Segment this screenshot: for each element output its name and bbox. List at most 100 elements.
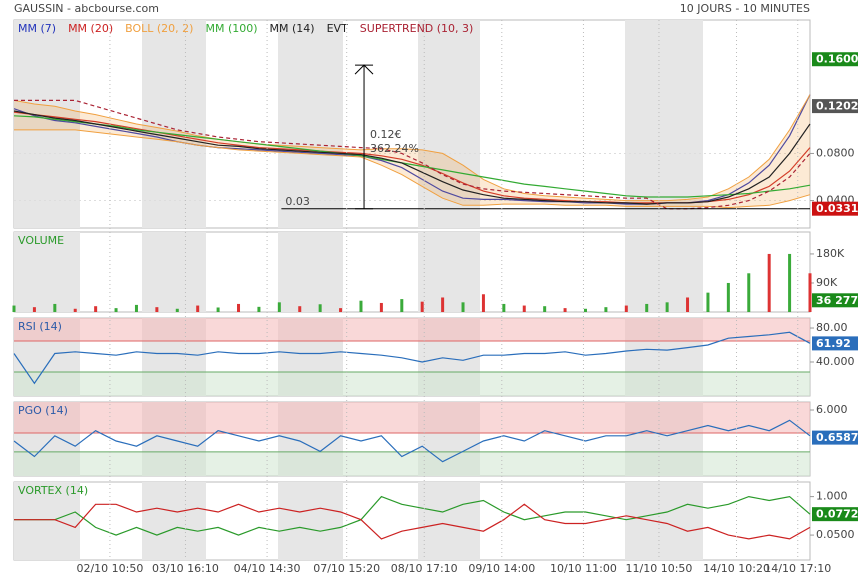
volume-bar xyxy=(420,301,424,312)
volume-bar xyxy=(788,253,792,312)
volume-bar xyxy=(767,253,771,312)
panel-title: PGO (14) xyxy=(18,404,68,417)
series-line xyxy=(14,503,811,540)
volume-bar xyxy=(400,299,404,312)
volume-bar xyxy=(502,303,506,312)
day-band xyxy=(14,232,80,312)
day-band xyxy=(625,232,703,312)
volume-bar xyxy=(665,302,669,312)
y-tick-label: 1.000 xyxy=(816,490,848,503)
day-band xyxy=(142,482,206,560)
volume-bar xyxy=(379,302,383,312)
volume-bar xyxy=(706,292,710,312)
value-marker-label: 0.0331 xyxy=(816,202,858,215)
value-marker xyxy=(812,99,858,114)
day-band xyxy=(278,20,343,228)
volume-bar xyxy=(359,300,363,312)
value-marker xyxy=(812,430,858,445)
zone xyxy=(14,318,810,342)
series-line xyxy=(13,110,811,205)
series-line xyxy=(13,419,811,463)
value-marker xyxy=(812,336,858,351)
legend-entry: EVT xyxy=(327,22,348,35)
panel-title: RSI (14) xyxy=(18,320,62,333)
legend-entry: MM (14) xyxy=(270,22,315,35)
zone xyxy=(14,402,810,434)
x-tick-label: 02/10 10:50 xyxy=(76,562,143,575)
volume-bar xyxy=(114,308,118,312)
value-marker-label: 0.0772 xyxy=(816,508,858,521)
x-tick-label: 03/10 16:10 xyxy=(152,562,219,575)
volume-bar xyxy=(604,307,608,312)
y-tick-label: 90K xyxy=(816,276,838,289)
value-marker xyxy=(812,201,858,216)
value-marker-label: 0.1600 xyxy=(816,53,859,66)
y-tick-label: 80.00 xyxy=(816,321,848,334)
volume-bar xyxy=(583,308,587,312)
period: 10 JOURS - 10 MINUTES xyxy=(680,2,810,15)
zone xyxy=(14,451,810,476)
y-tick-label: 0.0800 xyxy=(816,146,855,159)
y-tick-label: 180K xyxy=(816,247,845,260)
volume-bar xyxy=(339,308,343,312)
day-band xyxy=(14,20,80,228)
volume-bar xyxy=(318,304,322,312)
series-line xyxy=(13,331,811,385)
value-marker xyxy=(812,293,858,308)
day-band xyxy=(278,482,343,560)
panel-title: VORTEX (14) xyxy=(18,484,88,497)
chart-title: GAUSSIN - abcbourse.com xyxy=(14,2,159,15)
legend-entry: MM (100) xyxy=(205,22,257,35)
x-tick-label: 14/10 10:20 xyxy=(703,562,770,575)
value-marker-label: 0.1202 xyxy=(816,100,858,113)
y-tick-label: 0.0500 xyxy=(816,528,855,541)
volume-bar xyxy=(481,294,485,312)
day-band xyxy=(14,482,80,560)
measure-change: 0.12€ xyxy=(370,128,402,141)
volume-bar xyxy=(196,305,200,312)
volume-bar xyxy=(94,306,98,312)
day-band xyxy=(418,232,480,312)
volume-bar xyxy=(134,304,138,312)
panel-title: VOLUME xyxy=(18,234,64,247)
x-tick-label: 09/10 14:00 xyxy=(468,562,535,575)
zone xyxy=(14,372,810,396)
y-tick-label: 6.000 xyxy=(816,403,848,416)
volume-bar xyxy=(32,307,36,312)
value-marker-label: 0.6587 xyxy=(816,431,858,444)
day-band xyxy=(278,232,343,312)
volume-bar xyxy=(461,302,465,312)
legend-entry: SUPERTREND (10, 3) xyxy=(360,22,474,35)
bollinger-lower xyxy=(14,129,811,209)
day-band xyxy=(142,20,206,228)
x-tick-label: 10/10 11:00 xyxy=(550,562,617,575)
volume-bar xyxy=(298,306,302,312)
series-line xyxy=(13,115,811,198)
y-tick-label: 40.000 xyxy=(816,355,855,368)
legend-entry: MM (20) xyxy=(68,22,113,35)
legend-entry: BOLL (20, 2) xyxy=(125,22,193,35)
volume-bar xyxy=(175,308,179,312)
volume-bar xyxy=(257,306,261,312)
value-marker xyxy=(812,52,858,67)
level-label: 0.03 xyxy=(285,195,310,208)
x-tick-label: 11/10 10:50 xyxy=(626,562,693,575)
value-marker xyxy=(812,507,858,522)
legend-entry: MM (7) xyxy=(18,22,56,35)
volume-bar xyxy=(237,303,241,312)
bollinger-band xyxy=(14,94,810,208)
bollinger-upper xyxy=(13,94,811,202)
volume-bar xyxy=(726,282,730,312)
series-line xyxy=(14,495,811,536)
volume-bar xyxy=(277,302,281,312)
volume-bar xyxy=(12,305,16,312)
volume-bar xyxy=(522,305,526,312)
volume-bar xyxy=(624,305,628,312)
volume-bar xyxy=(563,308,567,312)
volume-bar xyxy=(73,308,77,312)
value-marker-label: 36 277 xyxy=(816,294,858,307)
volume-bar xyxy=(155,307,159,312)
x-tick-label: 07/10 15:20 xyxy=(313,562,380,575)
day-band xyxy=(142,232,206,312)
